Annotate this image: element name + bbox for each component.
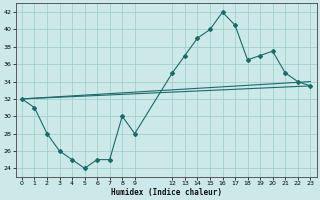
X-axis label: Humidex (Indice chaleur): Humidex (Indice chaleur) <box>111 188 221 197</box>
